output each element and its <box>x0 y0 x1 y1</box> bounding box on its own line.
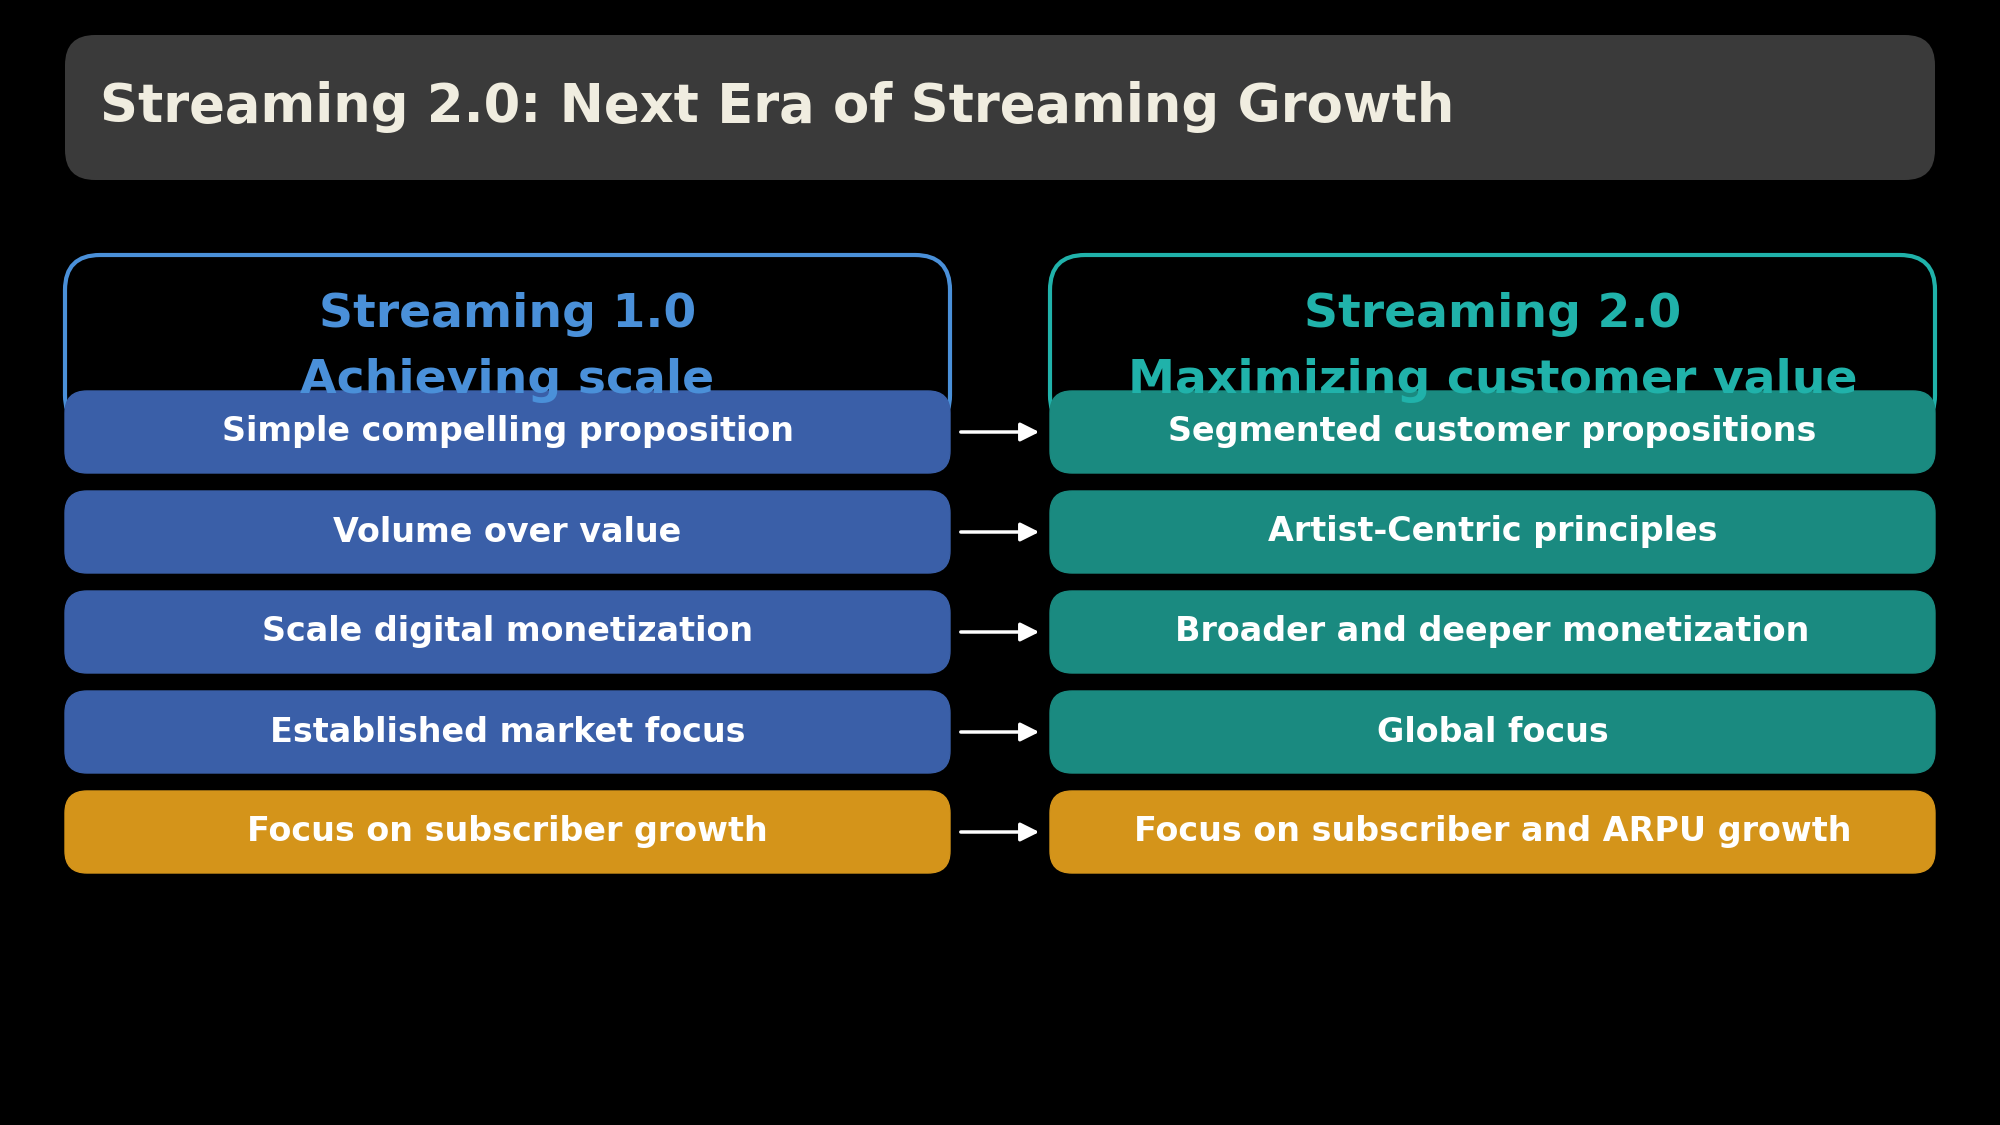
FancyBboxPatch shape <box>1050 255 1936 430</box>
Text: Scale digital monetization: Scale digital monetization <box>262 615 754 648</box>
Text: Segmented customer propositions: Segmented customer propositions <box>1168 415 1816 449</box>
FancyBboxPatch shape <box>64 255 950 430</box>
Text: Focus on subscriber growth: Focus on subscriber growth <box>248 816 768 848</box>
Text: Focus on subscriber and ARPU growth: Focus on subscriber and ARPU growth <box>1134 816 1852 848</box>
FancyBboxPatch shape <box>1050 791 1936 873</box>
Text: Maximizing customer value: Maximizing customer value <box>1128 358 1858 403</box>
Text: Streaming 2.0: Streaming 2.0 <box>1304 292 1682 338</box>
FancyBboxPatch shape <box>1050 490 1936 573</box>
Text: Simple compelling proposition: Simple compelling proposition <box>222 415 794 449</box>
FancyBboxPatch shape <box>1050 691 1936 773</box>
Text: Artist-Centric principles: Artist-Centric principles <box>1268 515 1718 549</box>
FancyBboxPatch shape <box>1050 591 1936 673</box>
FancyBboxPatch shape <box>64 490 950 573</box>
Text: Streaming 1.0: Streaming 1.0 <box>318 292 696 338</box>
Text: Established market focus: Established market focus <box>270 716 746 748</box>
Text: Streaming 2.0: Next Era of Streaming Growth: Streaming 2.0: Next Era of Streaming Gro… <box>100 81 1454 134</box>
Text: Broader and deeper monetization: Broader and deeper monetization <box>1176 615 1810 648</box>
FancyBboxPatch shape <box>64 591 950 673</box>
FancyBboxPatch shape <box>64 791 950 873</box>
FancyBboxPatch shape <box>64 691 950 773</box>
Text: Global focus: Global focus <box>1376 716 1608 748</box>
FancyBboxPatch shape <box>1050 392 1936 472</box>
Text: Volume over value: Volume over value <box>334 515 682 549</box>
FancyBboxPatch shape <box>64 35 1936 180</box>
FancyBboxPatch shape <box>64 392 950 472</box>
Text: Achieving scale: Achieving scale <box>300 358 714 403</box>
